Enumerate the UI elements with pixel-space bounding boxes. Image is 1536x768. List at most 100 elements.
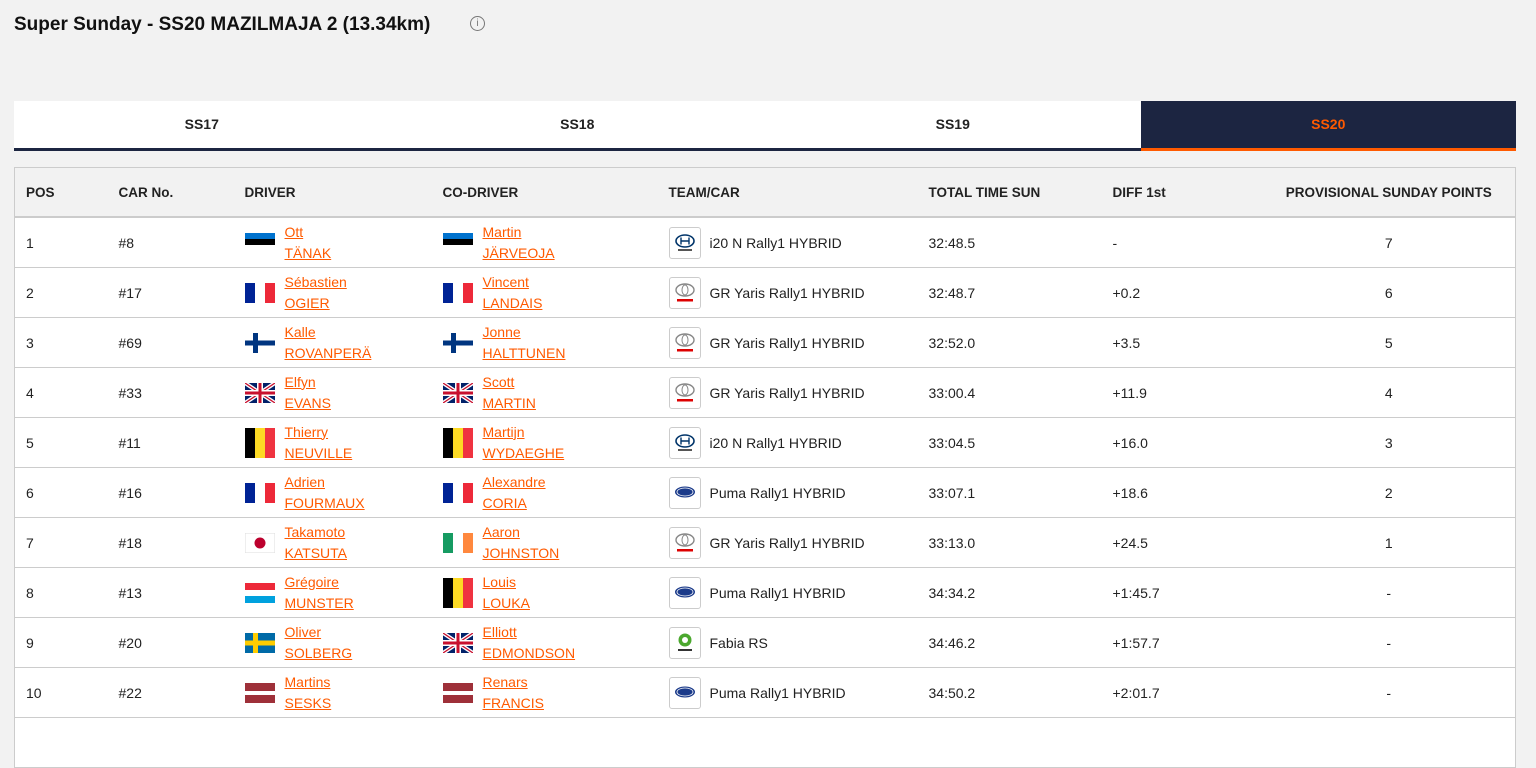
- points: -: [1262, 567, 1516, 618]
- flag-icon: [244, 332, 275, 353]
- result-row: 4 #33 Elfyn EVANS Scott MARTIN GR Yaris Rally1…: [14, 367, 1516, 418]
- first-name-link[interactable]: Sébastien: [284, 273, 347, 290]
- last-name-link[interactable]: FRANCIS: [482, 694, 544, 711]
- car-number: #16: [118, 467, 245, 518]
- last-name-link[interactable]: JOHNSTON: [482, 544, 560, 561]
- first-name-link[interactable]: Thierry: [284, 423, 329, 440]
- first-name-link[interactable]: Adrien: [284, 473, 325, 490]
- last-name-link[interactable]: MARTIN: [482, 394, 536, 411]
- car-number: #18: [118, 517, 245, 568]
- last-name-link[interactable]: CORIA: [482, 494, 527, 511]
- last-name-link[interactable]: NEUVILLE: [284, 444, 353, 461]
- car-number: #33: [118, 367, 245, 418]
- pos-cell: 6: [14, 467, 119, 518]
- team-logo: [668, 326, 701, 359]
- column-header: CAR No.: [118, 167, 245, 218]
- first-name-link[interactable]: Alexandre: [482, 473, 546, 490]
- first-name-link[interactable]: Takamoto: [284, 523, 346, 540]
- last-name-link[interactable]: KATSUTA: [284, 544, 348, 561]
- first-name-link[interactable]: Elliott: [482, 623, 517, 640]
- car-number: #69: [118, 317, 245, 368]
- co-driver-cell: Aaron JOHNSTON: [442, 517, 669, 568]
- team-cell: i20 N Rally1 HYBRID: [668, 417, 929, 468]
- person: Ott TÄNAK: [244, 222, 443, 264]
- person: Adrien FOURMAUX: [244, 472, 443, 514]
- last-name-link[interactable]: FOURMAUX: [284, 494, 365, 511]
- stage-tab[interactable]: SS20: [1140, 101, 1516, 151]
- team: GR Yaris Rally1 HYBRID: [668, 276, 929, 309]
- stage-tab[interactable]: SS18: [560, 116, 595, 132]
- last-name-link[interactable]: ROVANPERÄ: [284, 344, 372, 361]
- flag-icon: [442, 282, 473, 303]
- pos-cell: 9: [14, 617, 119, 668]
- person-name: Renars FRANCIS: [483, 672, 544, 714]
- last-name-link[interactable]: LANDAIS: [482, 294, 543, 311]
- person: Elliott EDMONDSON: [442, 622, 669, 664]
- team: Puma Rally1 HYBRID: [668, 676, 929, 709]
- last-name-link[interactable]: WYDAEGHE: [482, 444, 565, 461]
- first-name-link[interactable]: Grégoire: [284, 573, 339, 590]
- pos-cell: 8: [14, 567, 119, 618]
- person-name: Sébastien OGIER: [285, 272, 347, 314]
- first-name-link[interactable]: Martin: [482, 223, 522, 240]
- last-name-link[interactable]: EDMONDSON: [482, 644, 576, 661]
- last-name-link[interactable]: EVANS: [284, 394, 331, 411]
- team-cell: Puma Rally1 HYBRID: [668, 667, 929, 718]
- team: GR Yaris Rally1 HYBRID: [668, 376, 929, 409]
- empty-cell: [14, 717, 119, 768]
- pos-cell: 4: [14, 367, 119, 418]
- co-driver-cell: Louis LOUKA: [442, 567, 669, 618]
- team-cell: GR Yaris Rally1 HYBRID: [668, 517, 929, 568]
- first-name-link[interactable]: Martijn: [482, 423, 525, 440]
- first-name-link[interactable]: Jonne: [482, 323, 521, 340]
- pos-cell: 5: [14, 417, 119, 468]
- first-name-link[interactable]: Elfyn: [284, 373, 316, 390]
- diff-first: +3.5: [1112, 317, 1263, 368]
- team-logo: [668, 376, 701, 409]
- co-driver-cell: Alexandre CORIA: [442, 467, 669, 518]
- co-driver-cell: Jonne HALTTUNEN: [442, 317, 669, 368]
- first-name-link[interactable]: Ott: [284, 223, 304, 240]
- column-header: CO-DRIVER: [442, 167, 669, 218]
- empty-cell: [1112, 717, 1263, 768]
- last-name-link[interactable]: JÄRVEOJA: [482, 244, 555, 261]
- last-name-link[interactable]: SOLBERG: [284, 644, 353, 661]
- last-name-link[interactable]: SESKS: [284, 694, 332, 711]
- car-number: #17: [118, 267, 245, 318]
- flag-icon: [244, 232, 275, 251]
- stage-tab[interactable]: SS19: [935, 116, 970, 132]
- team-car: GR Yaris Rally1 HYBRID: [709, 334, 865, 351]
- logo-icon: [674, 532, 695, 551]
- result-row: 7 #18 Takamoto KATSUTA Aaron JOHNSTON GR Yaris…: [14, 517, 1516, 568]
- result-row: 3 #69 Kalle ROVANPERÄ Jonne HALTTUNEN GR Yaris…: [14, 317, 1516, 368]
- flag-icon: [244, 632, 275, 653]
- last-name-link[interactable]: HALTTUNEN: [482, 344, 566, 361]
- person-name: Oliver SOLBERG: [285, 622, 353, 664]
- person-name: Ott TÄNAK: [285, 222, 332, 264]
- last-name-link[interactable]: TÄNAK: [284, 244, 332, 261]
- last-name-link[interactable]: MUNSTER: [284, 594, 354, 611]
- stage-tab[interactable]: SS17: [184, 116, 219, 132]
- info-icon[interactable]: i: [470, 16, 485, 31]
- first-name-link[interactable]: Scott: [482, 373, 515, 390]
- empty-cell: [1262, 717, 1516, 768]
- result-row: 1 #8 Ott TÄNAK Martin JÄRVEOJA i20 N Rally1 HY…: [14, 217, 1516, 268]
- first-name-link[interactable]: Kalle: [284, 323, 316, 340]
- person: Sébastien OGIER: [244, 272, 443, 314]
- result-row: 9 #20 Oliver SOLBERG Elliott EDMONDSON Fabia R…: [14, 617, 1516, 668]
- last-name-link[interactable]: OGIER: [284, 294, 330, 311]
- first-name-link[interactable]: Aaron: [482, 523, 520, 540]
- team-car: Fabia RS: [709, 634, 768, 651]
- last-name-link[interactable]: LOUKA: [482, 594, 530, 611]
- points: -: [1262, 617, 1516, 668]
- flag-icon: [244, 532, 275, 553]
- first-name-link[interactable]: Louis: [482, 573, 516, 590]
- person-name: Takamoto KATSUTA: [285, 522, 348, 564]
- first-name-link[interactable]: Vincent: [482, 273, 529, 290]
- first-name-link[interactable]: Renars: [482, 673, 528, 690]
- diff-first: +16.0: [1112, 417, 1263, 468]
- first-name-link[interactable]: Oliver: [284, 623, 322, 640]
- driver-cell: Thierry NEUVILLE: [244, 417, 443, 468]
- first-name-link[interactable]: Martins: [284, 673, 331, 690]
- flag-icon: [244, 482, 275, 503]
